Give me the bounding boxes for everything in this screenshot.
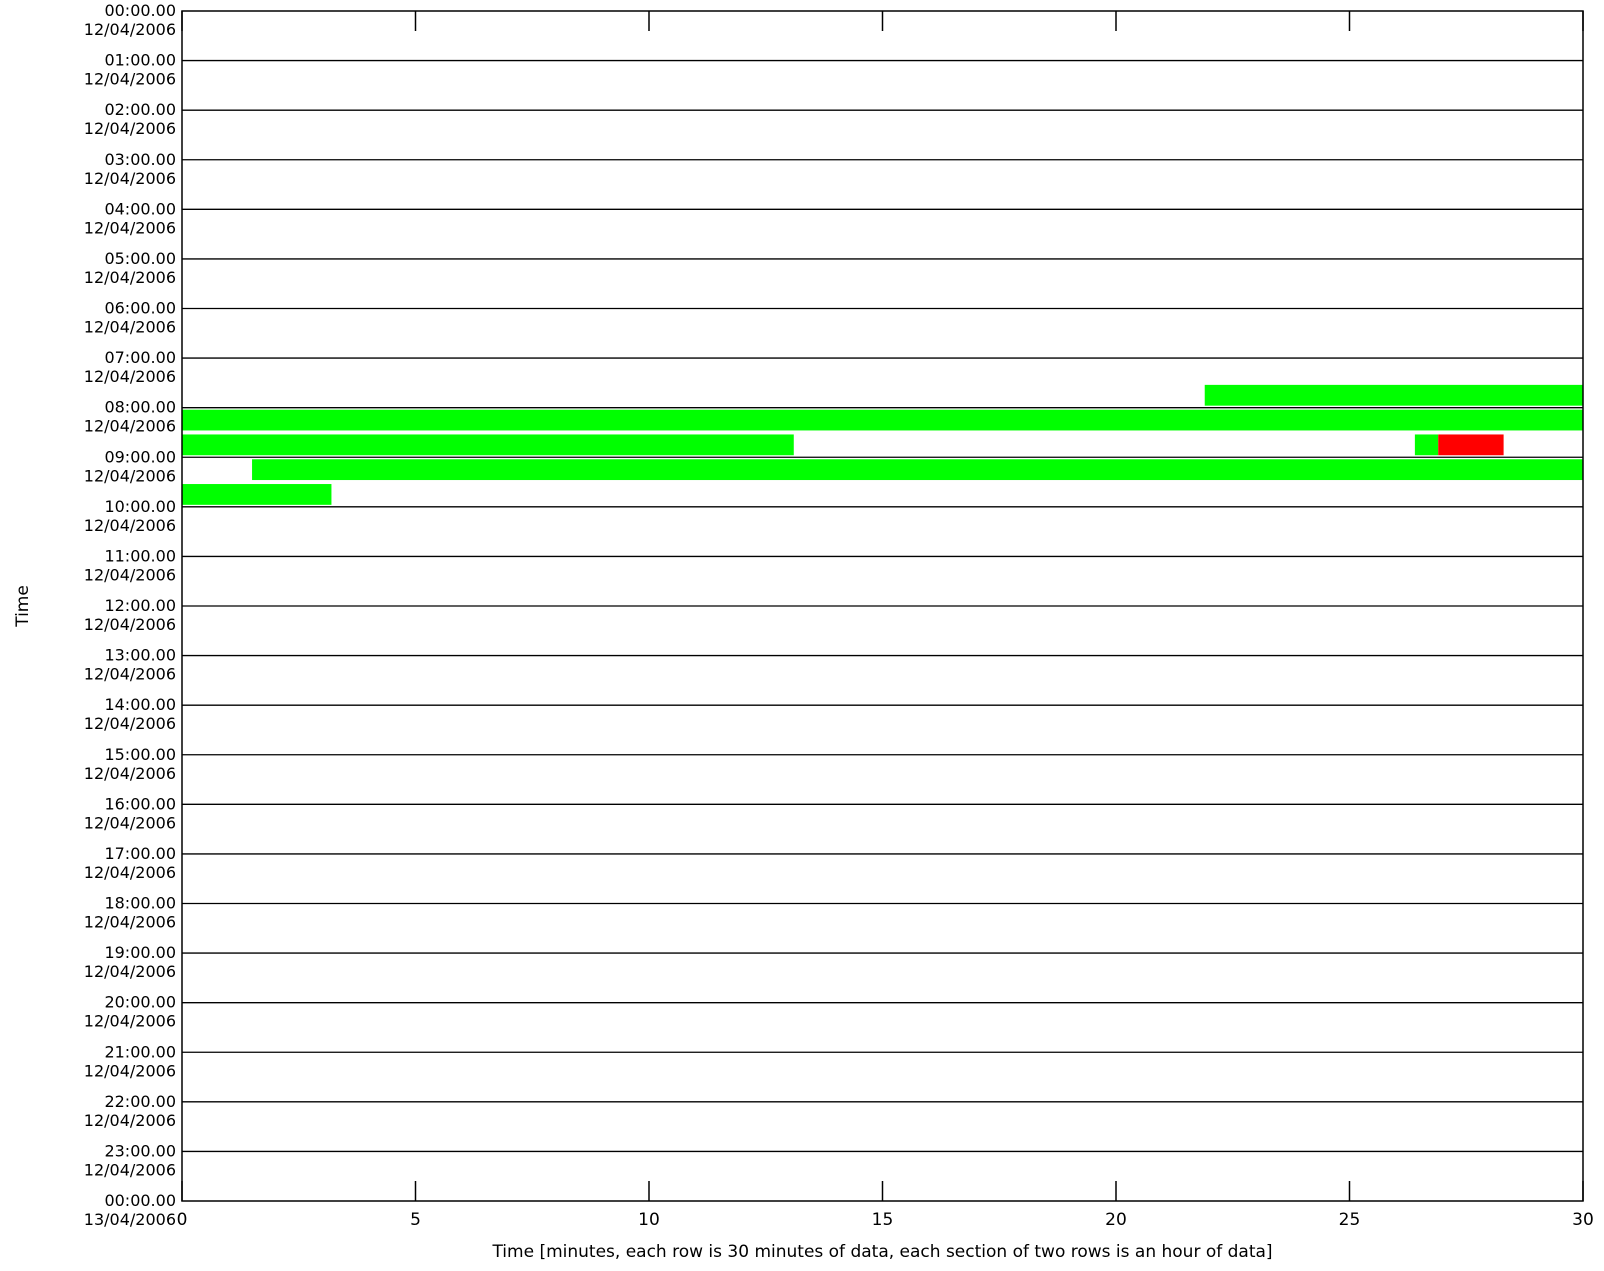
row-date-label: 12/04/2006 [84,1061,176,1080]
x-tick-label: 30 [1572,1210,1594,1230]
row-date-label: 12/04/2006 [84,665,176,684]
row-time-label: 00:00.00 [104,1191,176,1210]
x-tick-label: 15 [872,1210,894,1230]
segment-bar-green [182,434,794,456]
row-time-label: 09:00.00 [104,447,176,466]
row-date-label: 12/04/2006 [84,913,176,932]
row-date-label: 12/04/2006 [84,1012,176,1031]
row-time-label: 22:00.00 [104,1092,176,1111]
row-date-label: 12/04/2006 [84,119,176,138]
row-time-label: 08:00.00 [104,398,176,417]
row-date-label: 12/04/2006 [84,20,176,39]
grid-lines [182,59,1583,1153]
segment-bar-green [182,484,332,505]
row-date-label: 12/04/2006 [84,367,176,386]
row-time-label: 23:00.00 [104,1141,176,1160]
row-date-label: 12/04/2006 [84,466,176,485]
row-date-label: 12/04/2006 [84,565,176,584]
x-ticks: 0 5 10 15 20 25 30 [177,11,1594,1230]
row-date-label: 12/04/2006 [84,863,176,882]
row-time-label: 16:00.00 [104,794,176,813]
row-date-label: 12/04/2006 [84,218,176,237]
segment-bar-red [1438,434,1504,456]
row-labels: 00:00.0012/04/200601:00.0012/04/200602:0… [84,1,176,1229]
row-date-label: 12/04/2006 [84,615,176,634]
x-tick-label: 5 [410,1210,421,1230]
x-tick-label: 0 [177,1210,188,1230]
segment-bars [182,384,1583,505]
row-date-label: 12/04/2006 [84,516,176,535]
row-date-label: 12/04/2006 [84,714,176,733]
row-time-label: 13:00.00 [104,646,176,665]
row-date-label: 12/04/2006 [84,962,176,981]
row-time-label: 12:00.00 [104,596,176,615]
row-time-label: 01:00.00 [104,51,176,70]
row-date-label: 12/04/2006 [84,169,176,188]
y-axis-title: Time [13,585,33,628]
row-time-label: 05:00.00 [104,249,176,268]
row-date-label: 12/04/2006 [84,1160,176,1179]
x-tick-label: 10 [638,1210,660,1230]
segment-bar-green [252,459,1583,481]
row-date-label: 12/04/2006 [84,813,176,832]
row-time-label: 18:00.00 [104,894,176,913]
x-tick-label: 25 [1339,1210,1361,1230]
segment-bar-green [1414,434,1439,456]
row-time-label: 03:00.00 [104,150,176,169]
row-time-label: 02:00.00 [104,100,176,119]
row-time-label: 11:00.00 [104,546,176,565]
row-time-label: 17:00.00 [104,844,176,863]
segment-bar-green [1204,384,1583,406]
row-date-label: 12/04/2006 [84,1111,176,1130]
row-date-label: 12/04/2006 [84,268,176,287]
row-time-label: 04:00.00 [104,199,176,218]
row-time-label: 14:00.00 [104,695,176,714]
row-date-label: 13/04/2006 [84,1210,176,1229]
row-time-label: 06:00.00 [104,299,176,318]
row-date-label: 12/04/2006 [84,70,176,89]
row-time-label: 10:00.00 [104,497,176,516]
row-time-label: 20:00.00 [104,993,176,1012]
segment-bar-green [182,409,1583,431]
row-date-label: 12/04/2006 [84,764,176,783]
row-date-label: 12/04/2006 [84,417,176,436]
row-time-label: 19:00.00 [104,943,176,962]
x-tick-label: 20 [1105,1210,1127,1230]
x-axis-title: Time [minutes, each row is 30 minutes of… [491,1242,1272,1262]
row-date-label: 12/04/2006 [84,318,176,337]
row-time-label: 00:00.00 [104,1,176,20]
row-time-label: 21:00.00 [104,1042,176,1061]
row-time-label: 07:00.00 [104,348,176,367]
row-time-label: 15:00.00 [104,745,176,764]
